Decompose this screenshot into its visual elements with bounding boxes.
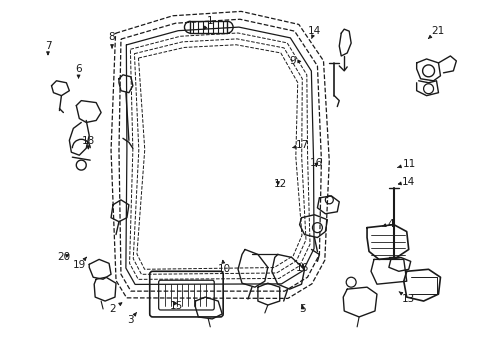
Text: 16: 16 — [296, 262, 309, 273]
Text: 20: 20 — [57, 252, 70, 262]
Text: 11: 11 — [397, 159, 415, 169]
Text: 10: 10 — [217, 260, 230, 274]
Text: 17: 17 — [292, 140, 309, 150]
Text: 19: 19 — [73, 257, 86, 270]
Text: 5: 5 — [299, 304, 305, 314]
Text: 15: 15 — [170, 301, 183, 311]
Text: 9: 9 — [289, 57, 300, 66]
Text: 16: 16 — [309, 158, 322, 168]
Text: 7: 7 — [44, 41, 51, 55]
Text: 14: 14 — [398, 177, 414, 187]
Text: 1: 1 — [203, 16, 213, 29]
Text: 12: 12 — [274, 179, 287, 189]
Text: 21: 21 — [427, 26, 443, 39]
Text: 2: 2 — [109, 303, 122, 314]
Text: 6: 6 — [75, 64, 81, 78]
Text: 14: 14 — [307, 26, 321, 39]
Text: 18: 18 — [81, 136, 95, 149]
Text: 8: 8 — [108, 32, 115, 48]
Text: 3: 3 — [127, 312, 136, 325]
Text: 13: 13 — [398, 292, 414, 303]
Text: 4: 4 — [382, 219, 393, 229]
